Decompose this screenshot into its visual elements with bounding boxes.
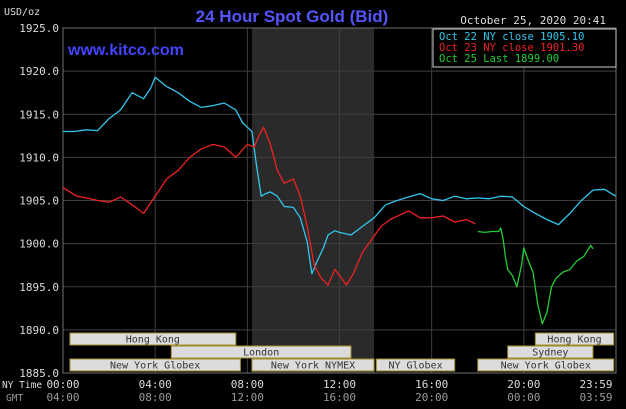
x-tick-labels: 00:0004:0004:0008:0008:0012:0012:0016:00… xyxy=(46,378,612,404)
y-tick-label: 1885.0 xyxy=(19,367,59,380)
plot-frame xyxy=(62,27,617,374)
y-tick-label: 1910.0 xyxy=(19,151,59,164)
x-tick-label-gmt: 16:00 xyxy=(323,391,356,404)
session-rect xyxy=(69,358,241,372)
session-box: London xyxy=(170,345,352,359)
session-label: Sydney xyxy=(532,348,568,359)
session-box: New York NYMEX xyxy=(251,358,375,372)
legend-item-oct22: Oct 22 NY close 1905.10 xyxy=(439,31,584,43)
x-tick-label-gmt: 20:00 xyxy=(415,391,448,404)
session-label: NY Globex xyxy=(388,361,442,372)
legend-item-oct25: Oct 25 Last 1899.00 xyxy=(439,53,559,65)
x-tick-label-nytime: 12:00 xyxy=(323,378,356,391)
y-tick-labels: 1925.0 1920.0 1915.0 1910.0 1905.0 1900.0 1895… xyxy=(19,22,59,380)
series-line-0 xyxy=(63,76,617,275)
session-label: Hong Kong xyxy=(547,335,601,346)
series-lines xyxy=(62,76,617,325)
y-tick-label: 1895.0 xyxy=(19,281,59,294)
session-box: Sydney xyxy=(507,345,594,359)
session-rect xyxy=(507,345,594,359)
session-box: New York Globex xyxy=(477,358,615,372)
y-tick-label: 1920.0 xyxy=(19,65,59,78)
market-sessions: Hong Kong London New York Globex New York N… xyxy=(69,332,615,372)
y-tick-label: 1915.0 xyxy=(19,108,59,121)
legend-box xyxy=(432,28,617,68)
gridlines xyxy=(62,27,617,374)
session-rect xyxy=(69,332,237,346)
x-tick-label-gmt: 03:59 xyxy=(579,391,612,404)
site-watermark: www.kitco.com xyxy=(67,42,184,59)
x-tick-label-gmt: 00:00 xyxy=(507,391,540,404)
session-rect xyxy=(375,358,456,372)
session-label: Hong Kong xyxy=(126,335,180,346)
session-box: Hong Kong xyxy=(69,332,237,346)
x-tick-label-gmt: 04:00 xyxy=(46,391,79,404)
session-label: New York Globex xyxy=(110,361,200,372)
y-tick-label: 1900.0 xyxy=(19,238,59,251)
x-tick-label-nytime: 08:00 xyxy=(231,378,264,391)
unit-label: USD/oz xyxy=(4,7,40,18)
y-tick-label: 1890.0 xyxy=(19,324,59,337)
session-rect xyxy=(534,332,615,346)
x-tick-label-gmt: 08:00 xyxy=(139,391,172,404)
legend: Oct 22 NY close 1905.10 Oct 23 NY close … xyxy=(432,28,617,68)
session-box: Hong Kong xyxy=(534,332,615,346)
y-tick-label: 1905.0 xyxy=(19,195,59,208)
x-tick-label-nytime: 04:00 xyxy=(139,378,172,391)
x-row1-label: NY Time xyxy=(2,380,42,391)
session-label: London xyxy=(243,348,279,359)
session-box: New York Globex xyxy=(69,358,241,372)
x-tick-label-gmt: 12:00 xyxy=(231,391,264,404)
x-tick-label-nytime: 00:00 xyxy=(46,378,79,391)
session-rect xyxy=(170,345,352,359)
x-tick-label-nytime: 23:59 xyxy=(579,378,612,391)
x-tick-label-nytime: 16:00 xyxy=(415,378,448,391)
series-line-1 xyxy=(62,126,476,286)
timestamp: October 25, 2020 20:41 xyxy=(460,14,606,27)
series-line-2 xyxy=(477,227,594,325)
session-label: New York Globex xyxy=(501,361,591,372)
y-tick-label: 1925.0 xyxy=(19,22,59,35)
session-rect xyxy=(251,358,375,372)
session-box: NY Globex xyxy=(375,358,456,372)
session-rect xyxy=(477,358,615,372)
x-row2-label: GMT xyxy=(6,393,23,404)
legend-item-oct23: Oct 23 NY close 1901.30 xyxy=(439,42,584,54)
chart-title: 24 Hour Spot Gold (Bid) xyxy=(196,7,389,26)
x-tick-label-nytime: 20:00 xyxy=(507,378,540,391)
session-label: New York NYMEX xyxy=(271,361,355,372)
